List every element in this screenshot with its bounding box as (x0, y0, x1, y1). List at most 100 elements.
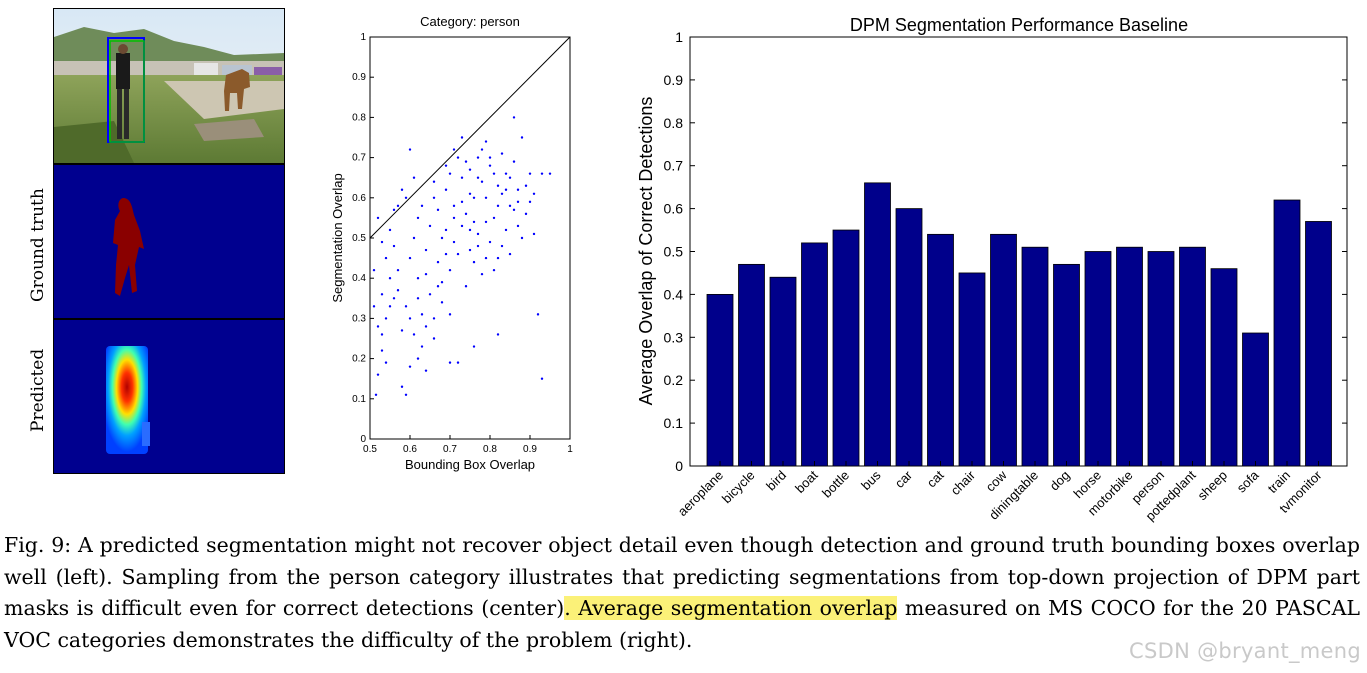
scatter-plot-frame (369, 36, 571, 440)
bar-horse (1084, 251, 1112, 467)
scatter-y-tick-label: 1 (360, 32, 366, 43)
scatter-y-tick-label: 0.8 (352, 112, 366, 123)
scatter-x-tick-label: 0.7 (443, 444, 457, 455)
scatter-y-tick-label: 0.3 (352, 313, 366, 324)
bar-x-tick-label: aeroplane (675, 468, 726, 519)
scatter-y-ticks: 0 0.1 0.2 0.3 0.4 0.5 0.6 0.7 0.8 0.9 1 (352, 32, 374, 445)
row-label-ground-truth: Ground truth (28, 188, 48, 302)
scatter-point (412, 176, 416, 179)
scatter-x-ticks: 0.5 0.6 0.7 0.8 0.9 1 (363, 435, 573, 455)
scatter-point (536, 313, 540, 316)
scatter-point (380, 293, 384, 296)
scatter-point (416, 277, 420, 280)
bar-x-tick-label: dog (1047, 468, 1073, 494)
scatter-point (440, 236, 444, 240)
scatter-point (508, 176, 512, 179)
scatter-point (412, 236, 416, 240)
scatter-point (448, 268, 452, 272)
scatter-point (420, 313, 424, 316)
panel-divider (54, 318, 284, 320)
scatter-y-tick-label: 0.6 (352, 193, 366, 204)
scatter-point (516, 188, 520, 191)
bar-bus (864, 182, 891, 467)
scatter-point (408, 317, 412, 320)
predicted-mask-panel (54, 320, 284, 473)
bar-x-tick-label: bottle (819, 468, 852, 501)
bar-sofa (1242, 332, 1269, 467)
scatter-point (412, 333, 416, 336)
bar-bottle (832, 229, 860, 467)
scatter-point (472, 260, 476, 264)
left-figure-panel (53, 8, 285, 474)
scatter-point (460, 200, 464, 204)
scatter-point (464, 285, 468, 288)
scatter-point (504, 228, 508, 232)
scatter-point (400, 385, 404, 388)
bar-series (706, 182, 1332, 467)
scatter-y-tick-label: 0 (360, 434, 366, 445)
scatter-point (374, 393, 378, 396)
bar-bird (769, 276, 797, 467)
bar-x-tick-label: sofa (1234, 467, 1263, 496)
scatter-point (376, 325, 380, 328)
scatter-point (468, 228, 472, 232)
scatter-point (424, 369, 428, 372)
row-label-predicted: Predicted (28, 348, 48, 432)
bar-y-tick-label: 0.5 (664, 244, 684, 260)
bar-y-tick-label: 0.2 (664, 372, 684, 388)
photo-panel (54, 9, 284, 163)
scatter-point (488, 164, 492, 167)
scatter-point (436, 285, 440, 288)
scatter-point (444, 164, 448, 167)
scatter-point (444, 228, 448, 232)
scatter-point (400, 329, 404, 332)
bar-bicycle (738, 263, 765, 467)
scatter-point (444, 252, 448, 256)
scatter-point (476, 156, 480, 159)
scatter-point (456, 252, 460, 256)
scatter-x-tick-label: 0.9 (523, 444, 537, 455)
scatter-point (432, 337, 436, 340)
scatter-reference-line (369, 36, 571, 239)
scatter-y-tick-label: 0.4 (352, 273, 366, 284)
scatter-point (516, 200, 520, 204)
scatter-point (404, 393, 408, 396)
scatter-point (500, 192, 504, 195)
scatter-point (440, 301, 444, 304)
scatter-point (480, 180, 484, 183)
scatter-point (376, 373, 380, 376)
scatter-point (376, 216, 380, 220)
scatter-point (472, 345, 476, 348)
panel-divider (54, 163, 284, 165)
scatter-point (468, 192, 472, 195)
scatter-x-tick-label: 0.5 (363, 444, 377, 455)
scatter-point (380, 349, 384, 352)
scatter-point (392, 297, 396, 300)
scatter-point (460, 176, 464, 179)
scatter-point (540, 172, 544, 175)
scatter-point (408, 365, 412, 368)
scatter-point (456, 156, 460, 159)
scatter-point (496, 204, 500, 208)
bar-tvmonitor (1305, 221, 1332, 467)
scatter-chart: Category: person 00.10.20.30.40.50.60.70… (330, 14, 573, 472)
scatter-point (464, 160, 468, 163)
scatter-point (384, 317, 388, 320)
scatter-point (428, 293, 432, 296)
bar-x-tick-label: cow (983, 467, 1010, 494)
bar-car (895, 208, 923, 467)
scatter-point (448, 361, 452, 364)
bar-x-tick-label: chair (948, 467, 979, 498)
scatter-point (508, 252, 512, 256)
bar-y-label: Average Overlap of Correct Detections (636, 97, 656, 406)
scatter-point (520, 236, 524, 240)
scatter-point (500, 152, 504, 155)
bar-cat (927, 233, 954, 467)
scatter-point (500, 244, 504, 248)
scatter-x-tick-label: 0.6 (403, 444, 417, 455)
bar-y-tick-label: 0.1 (664, 415, 684, 431)
scatter-point (392, 244, 396, 248)
scatter-point (404, 305, 408, 308)
scatter-point (416, 216, 420, 220)
bar-y-tick-label: 0.8 (664, 115, 684, 131)
